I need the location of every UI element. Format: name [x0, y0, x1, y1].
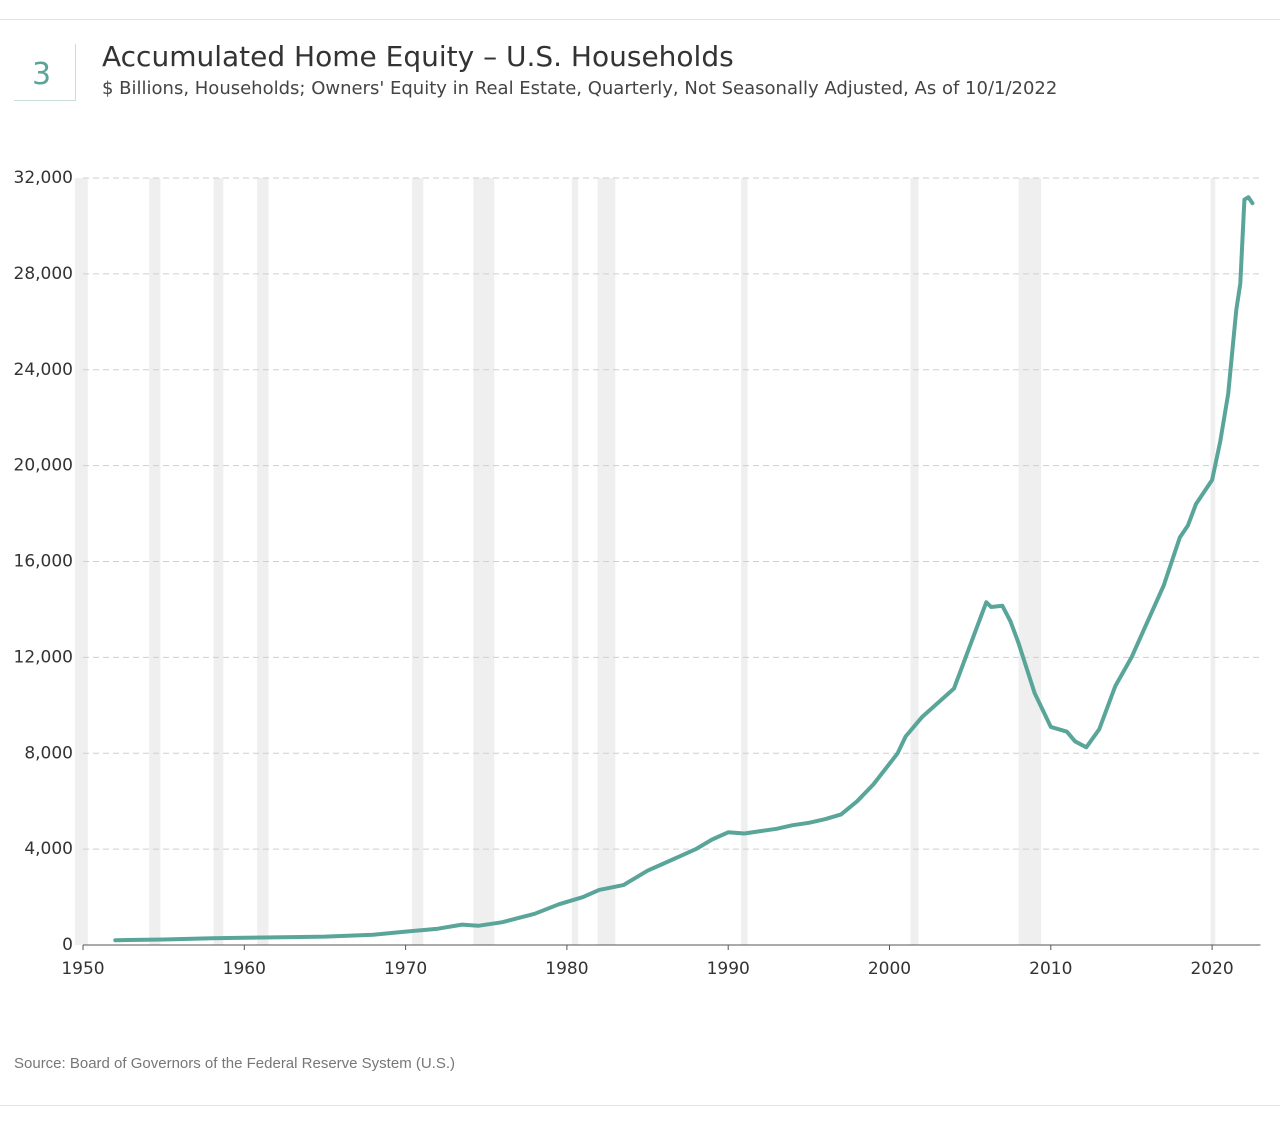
- chart-number: 3: [14, 44, 76, 101]
- chart-subtitle: $ Billions, Households; Owners' Equity i…: [102, 78, 1058, 99]
- y-tick-label: 20,000: [14, 456, 73, 476]
- bottom-rule: [0, 1105, 1280, 1106]
- y-tick-label: 28,000: [14, 264, 73, 284]
- x-tick-label: 1970: [384, 959, 427, 979]
- y-tick-label: 12,000: [14, 647, 73, 667]
- x-tick-label: 1960: [223, 959, 266, 979]
- x-tick-label: 1990: [707, 959, 750, 979]
- y-tick-label: 8,000: [24, 743, 73, 763]
- y-tick-label: 4,000: [24, 839, 73, 859]
- source-note: Source: Board of Governors of the Federa…: [14, 1055, 456, 1072]
- x-tick-label: 2000: [868, 959, 911, 979]
- data-line: [113, 195, 1255, 943]
- y-tick-label: 0: [62, 935, 73, 955]
- x-tick-label: 2010: [1029, 959, 1072, 979]
- y-tick-label: 16,000: [14, 552, 73, 572]
- x-tick-label: 2020: [1190, 959, 1233, 979]
- recession-band: [257, 178, 269, 945]
- recession-band: [1210, 178, 1216, 945]
- y-tick-label: 24,000: [14, 360, 73, 380]
- x-tick-label: 1980: [545, 959, 588, 979]
- x-tick-label: 1950: [61, 959, 104, 979]
- chart-title: Accumulated Home Equity – U.S. Household…: [102, 40, 734, 73]
- y-tick-label: 32,000: [14, 168, 73, 188]
- top-rule: [0, 19, 1280, 20]
